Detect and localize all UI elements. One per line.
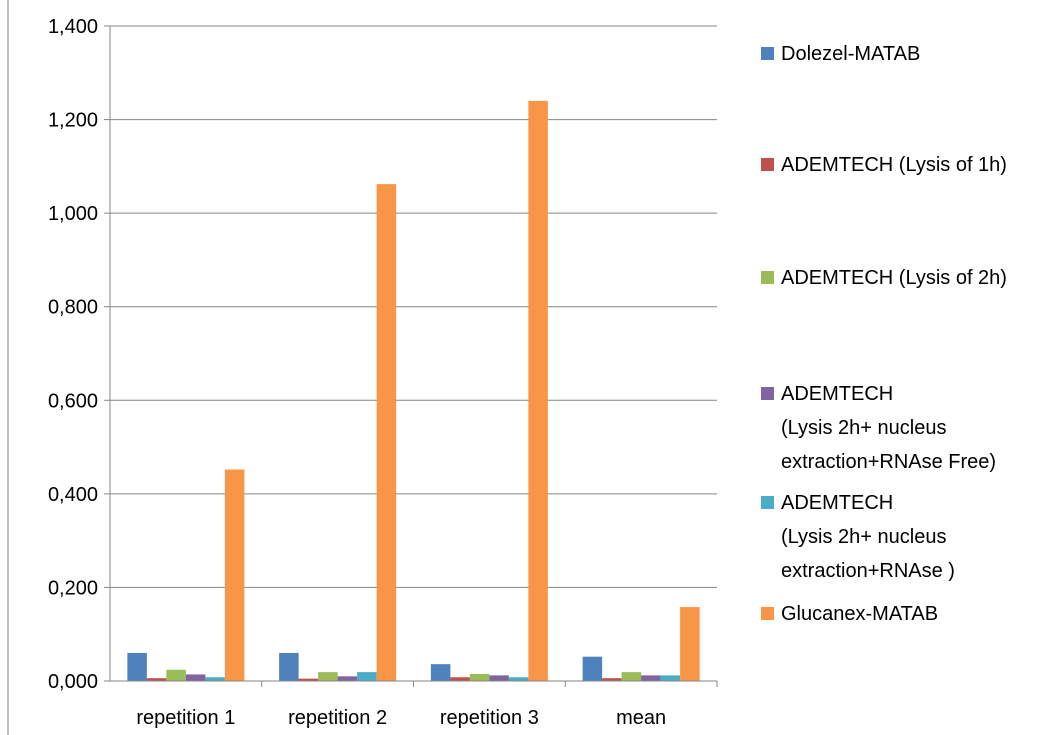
- legend-label: ADEMTECH: [781, 492, 893, 514]
- legend: Dolezel-MATAB ADEMTECH (Lysis of 1h) ADEMT…: [761, 43, 1007, 625]
- legend-swatch: [761, 607, 774, 620]
- bar: [582, 656, 603, 681]
- bar: [337, 676, 358, 681]
- bar: [205, 677, 225, 681]
- x-tick-label: repetition 2: [288, 707, 387, 729]
- legend-swatch: [761, 47, 774, 60]
- bar: [621, 672, 642, 681]
- y-tick-label: 1,200: [48, 110, 98, 132]
- legend-label: ADEMTECH (Lysis of 2h): [781, 267, 1007, 289]
- legend-label: (Lysis 2h+ nucleus: [781, 526, 946, 548]
- legend-label: extraction+RNAse ): [781, 560, 955, 582]
- bar: [279, 652, 299, 681]
- bar: [450, 677, 470, 681]
- bar: [528, 100, 548, 682]
- y-tick-label: 0,000: [48, 671, 98, 693]
- bar: [376, 184, 397, 681]
- bar: [641, 675, 661, 681]
- legend-label: extraction+RNAse Free): [781, 451, 996, 473]
- legend-label: (Lysis 2h+ nucleus: [781, 417, 946, 439]
- bar: [430, 664, 451, 681]
- x-tick-label: repetition 1: [136, 707, 235, 729]
- legend-swatch: [761, 496, 774, 509]
- bars: [127, 100, 700, 682]
- x-tick-label: mean: [616, 707, 666, 729]
- legend-label: Dolezel-MATAB: [781, 43, 920, 65]
- y-tick-label: 0,400: [48, 484, 98, 506]
- bar: [508, 677, 529, 681]
- x-tick-label: repetition 3: [440, 707, 539, 729]
- y-tick-label: 1,000: [48, 203, 98, 225]
- bar: [166, 669, 186, 681]
- bar: [127, 652, 147, 681]
- legend-swatch: [761, 158, 774, 171]
- legend-label: ADEMTECH (Lysis of 1h): [781, 154, 1007, 176]
- bar: [224, 469, 245, 681]
- bar: [469, 673, 490, 681]
- legend-label: Glucanex-MATAB: [781, 603, 938, 625]
- bar: [146, 678, 167, 681]
- bar: [680, 607, 700, 681]
- y-tick-label: 0,800: [48, 297, 98, 319]
- y-tick-label: 0,200: [48, 577, 98, 599]
- bar: [489, 675, 509, 681]
- bar: [357, 672, 377, 681]
- bar: [298, 678, 319, 681]
- bar: [318, 672, 338, 681]
- legend-swatch: [761, 271, 774, 284]
- legend-swatch: [761, 387, 774, 400]
- gridlines: [110, 25, 717, 588]
- bar: [602, 678, 622, 681]
- bar: [660, 675, 681, 681]
- bar: [185, 674, 206, 681]
- y-tick-label: 1,400: [48, 16, 98, 38]
- y-tick-label: 0,600: [48, 390, 98, 412]
- axes: 0,000 0,200 0,400 0,600 0,800 1,000 1,200 1,400…: [48, 16, 718, 729]
- legend-label: ADEMTECH: [781, 383, 893, 405]
